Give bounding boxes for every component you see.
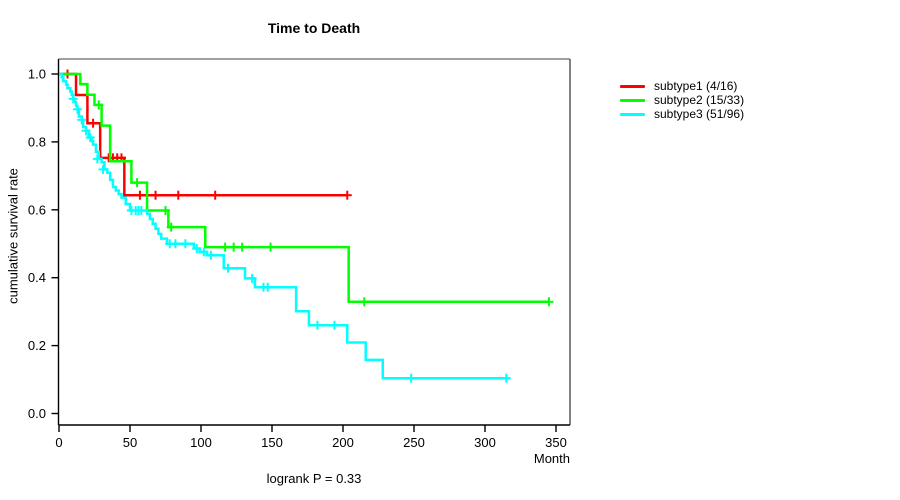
svg-text:0: 0 — [55, 435, 62, 450]
legend-label: subtype3 (51/96) — [654, 107, 745, 121]
svg-text:100: 100 — [190, 435, 212, 450]
legend: subtype1 (4/16) subtype2 (15/33) subtype… — [620, 79, 744, 121]
svg-text:0.2: 0.2 — [28, 338, 46, 353]
svg-text:300: 300 — [474, 435, 496, 450]
legend-line-swatch-subtype3 — [620, 112, 645, 116]
svg-text:350: 350 — [545, 435, 567, 450]
svg-text:0.8: 0.8 — [28, 134, 46, 149]
legend-line-swatch-subtype2 — [620, 98, 645, 102]
legend-label: subtype2 (15/33) — [654, 93, 745, 107]
x-axis-unit-label: Month — [533, 451, 570, 466]
legend-label: subtype1 (4/16) — [654, 79, 738, 93]
chart-title: Time to Death — [267, 20, 361, 36]
svg-text:250: 250 — [403, 435, 425, 450]
svg-text:150: 150 — [261, 435, 283, 450]
legend-item-subtype1: subtype1 (4/16) — [620, 79, 744, 93]
svg-text:50: 50 — [123, 435, 137, 450]
legend-item-subtype2: subtype2 (15/33) — [620, 93, 744, 107]
svg-text:1.0: 1.0 — [28, 67, 46, 82]
svg-text:200: 200 — [332, 435, 354, 450]
legend-item-subtype3: subtype3 (51/96) — [620, 107, 744, 121]
logrank-annotation: logrank P = 0.33 — [266, 471, 362, 486]
y-axis-label: cumulative survival rate — [5, 168, 21, 304]
svg-text:0.6: 0.6 — [28, 202, 46, 217]
legend-line-swatch-subtype1 — [620, 84, 645, 88]
svg-text:0.0: 0.0 — [28, 406, 46, 421]
svg-text:0.4: 0.4 — [28, 270, 46, 285]
